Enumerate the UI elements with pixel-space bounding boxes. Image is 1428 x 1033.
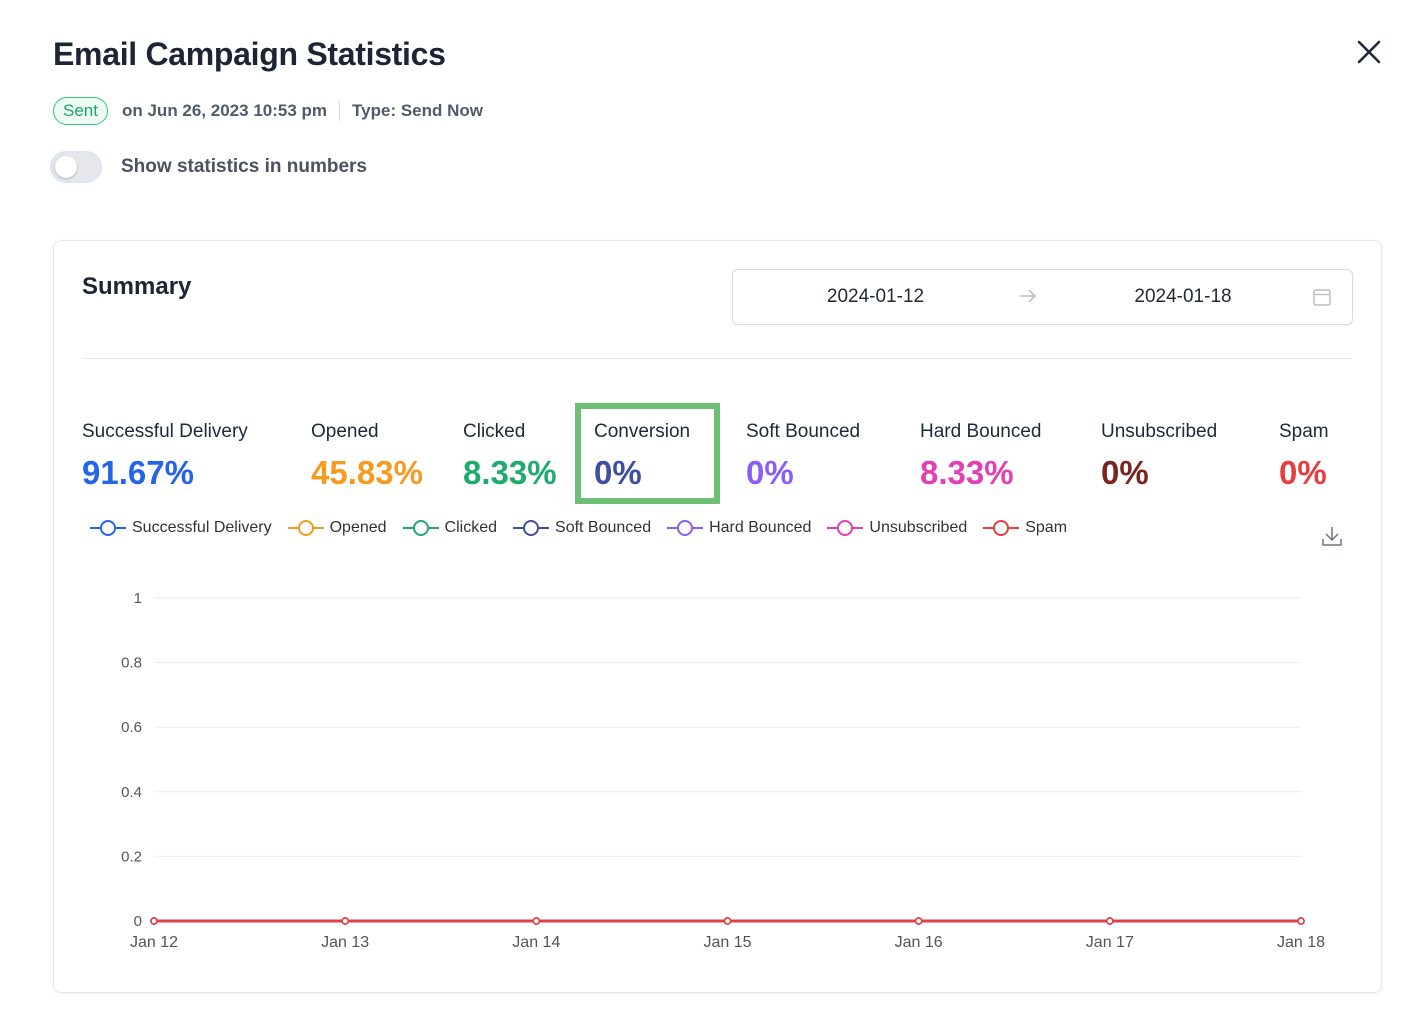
y-tick-label: 1 — [134, 590, 142, 607]
x-tick-label: Jan 18 — [1277, 934, 1325, 951]
stat-value: 91.67% — [82, 454, 194, 491]
x-tick-label: Jan 15 — [703, 934, 751, 951]
stat-label: Unsubscribed — [1101, 421, 1218, 442]
legend-item[interactable]: Hard Bounced — [667, 519, 811, 537]
y-tick-label: 0.2 — [121, 848, 142, 865]
stat-label: Soft Bounced — [746, 421, 861, 442]
data-point — [914, 917, 923, 925]
campaign-meta: Sent on Jun 26, 2023 10:53 pm Type: Send… — [53, 96, 483, 126]
stat-label: Hard Bounced — [920, 421, 1042, 442]
toggle-label: Show statistics in numbers — [121, 156, 367, 177]
summary-card: Summary 2024-01-12 2024-01-18 Successful… — [53, 240, 1382, 993]
calendar-icon[interactable] — [1312, 287, 1332, 307]
legend-label: Opened — [329, 519, 387, 536]
stat-value: 0% — [746, 454, 794, 491]
date-start-input[interactable]: 2024-01-12 — [826, 286, 925, 307]
stat-value: 0% — [594, 454, 642, 491]
stat-opened: Opened 45.83% — [311, 421, 423, 492]
data-point — [532, 917, 541, 925]
x-tick-label: Jan 17 — [1086, 934, 1134, 951]
stat-label: Clicked — [463, 421, 526, 442]
legend-label: Successful Delivery — [132, 519, 272, 536]
y-tick-label: 0.8 — [121, 655, 142, 672]
data-point — [150, 917, 158, 925]
stat-clicked: Clicked 8.33% — [463, 421, 557, 492]
stat-value: 0% — [1279, 454, 1327, 491]
chart-legend: Successful Delivery Opened Clicked Soft Bou… — [90, 519, 1083, 537]
stat-spam: Spam 0% — [1279, 421, 1329, 492]
legend-line-circle-icon — [827, 520, 864, 536]
card-divider — [82, 358, 1352, 359]
stat-value: 45.83% — [311, 454, 423, 491]
x-tick-label: Jan 13 — [321, 934, 369, 951]
stat-label: Opened — [311, 421, 379, 442]
x-tick-label: Jan 16 — [895, 934, 943, 951]
sent-date: on Jun 26, 2023 10:53 pm — [121, 101, 328, 120]
stat-value: 8.33% — [920, 454, 1014, 491]
line-chart: 0 0.2 0.4 0.6 0.8 1 Jan 12 Jan 13 Jan 14 Jan 15 Ja… — [121, 590, 1325, 951]
data-point — [341, 917, 349, 925]
legend-item[interactable]: Soft Bounced — [513, 519, 651, 537]
legend-item[interactable]: Unsubscribed — [827, 519, 967, 537]
legend-label: Clicked — [444, 519, 498, 536]
legend-line-circle-icon — [402, 520, 439, 536]
stat-soft-bounced: Soft Bounced 0% — [746, 421, 860, 492]
legend-line-circle-icon — [287, 520, 324, 536]
legend-line-circle-icon — [667, 520, 704, 536]
summary-title: Summary — [82, 273, 192, 300]
y-tick-label: 0.6 — [121, 719, 142, 736]
stat-conversion: Conversion 0% — [594, 421, 690, 492]
conversion-highlight — [575, 403, 720, 504]
legend-line-circle-icon — [513, 520, 550, 536]
arrow-right-icon — [1020, 289, 1037, 303]
stat-unsubscribed: Unsubscribed 0% — [1101, 421, 1217, 492]
close-icon[interactable] — [1353, 36, 1385, 68]
data-point — [1106, 917, 1114, 925]
legend-item[interactable]: Clicked — [402, 519, 498, 537]
stat-label: Spam — [1279, 421, 1329, 442]
status-badge: Sent — [53, 97, 108, 125]
stat-value: 8.33% — [463, 454, 557, 491]
meta-divider — [339, 101, 341, 121]
legend-item[interactable]: Successful Delivery — [90, 519, 272, 537]
y-tick-label: 0 — [134, 913, 142, 930]
stat-hard-bounced: Hard Bounced 8.33% — [920, 421, 1041, 492]
legend-line-circle-icon — [90, 520, 126, 536]
legend-item[interactable]: Opened — [287, 519, 387, 537]
date-end-input[interactable]: 2024-01-18 — [1134, 286, 1232, 307]
y-tick-label: 0.4 — [121, 784, 142, 801]
stat-label: Successful Delivery — [82, 421, 248, 442]
data-point — [723, 917, 732, 925]
stats-toggle-row: Show statistics in numbers — [52, 153, 367, 181]
x-tick-label: Jan 12 — [130, 934, 178, 951]
legend-item[interactable]: Spam — [983, 519, 1067, 537]
page-title: Email Campaign Statistics — [53, 36, 446, 72]
legend-label: Soft Bounced — [555, 519, 652, 536]
download-icon[interactable] — [1320, 524, 1344, 548]
toggle-knob — [55, 156, 77, 178]
legend-label: Unsubscribed — [869, 519, 968, 536]
campaign-type: Type: Send Now — [352, 101, 484, 120]
legend-line-circle-icon — [983, 520, 1020, 536]
data-point — [1297, 917, 1305, 925]
legend-label: Hard Bounced — [709, 519, 812, 536]
stat-successful-delivery: Successful Delivery 91.67% — [82, 421, 248, 492]
stat-value: 0% — [1101, 454, 1149, 491]
stat-label: Conversion — [594, 421, 691, 442]
x-tick-label: Jan 14 — [512, 934, 560, 951]
date-range-picker[interactable]: 2024-01-12 2024-01-18 — [732, 269, 1353, 325]
stats-numbers-toggle[interactable] — [52, 153, 100, 181]
legend-label: Spam — [1025, 519, 1068, 536]
